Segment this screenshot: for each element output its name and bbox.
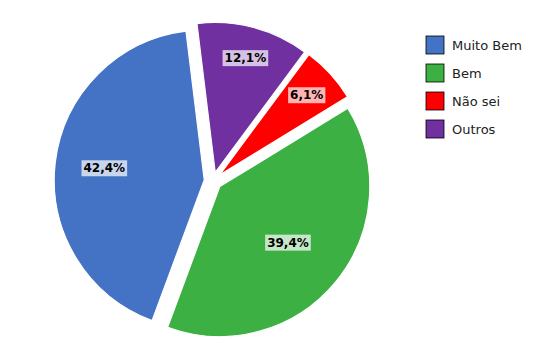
data-labels: 42,4% 39,4% 6,1% 12,1%	[82, 50, 326, 251]
chart-container: 42,4% 39,4% 6,1% 12,1% Muito Bem Bem Não sei Ou…	[0, 0, 556, 362]
legend-swatch	[426, 36, 444, 54]
legend-swatch	[426, 64, 444, 82]
data-label: 12,1%	[225, 51, 267, 65]
pie	[54, 22, 370, 336]
data-label-background	[82, 160, 128, 176]
legend-label: Não sei	[452, 94, 500, 109]
data-label-background	[288, 87, 325, 103]
chart: 42,4% 39,4% 6,1% 12,1% Muito Bem Bem Não sei Ou…	[0, 0, 556, 362]
data-label: 39,4%	[267, 236, 309, 250]
legend-label: Bem	[452, 66, 482, 81]
legend: Muito Bem Bem Não sei Outros	[426, 36, 522, 138]
data-label: 6,1%	[290, 88, 323, 102]
legend-swatch	[426, 120, 444, 138]
legend-label: Muito Bem	[452, 38, 522, 53]
pie-slice	[54, 31, 204, 321]
data-label-background	[265, 235, 311, 251]
background	[0, 0, 556, 362]
data-label-background	[223, 50, 269, 66]
legend-label: Outros	[452, 122, 496, 137]
data-label: 42,4%	[84, 161, 126, 175]
legend-swatch	[426, 92, 444, 110]
